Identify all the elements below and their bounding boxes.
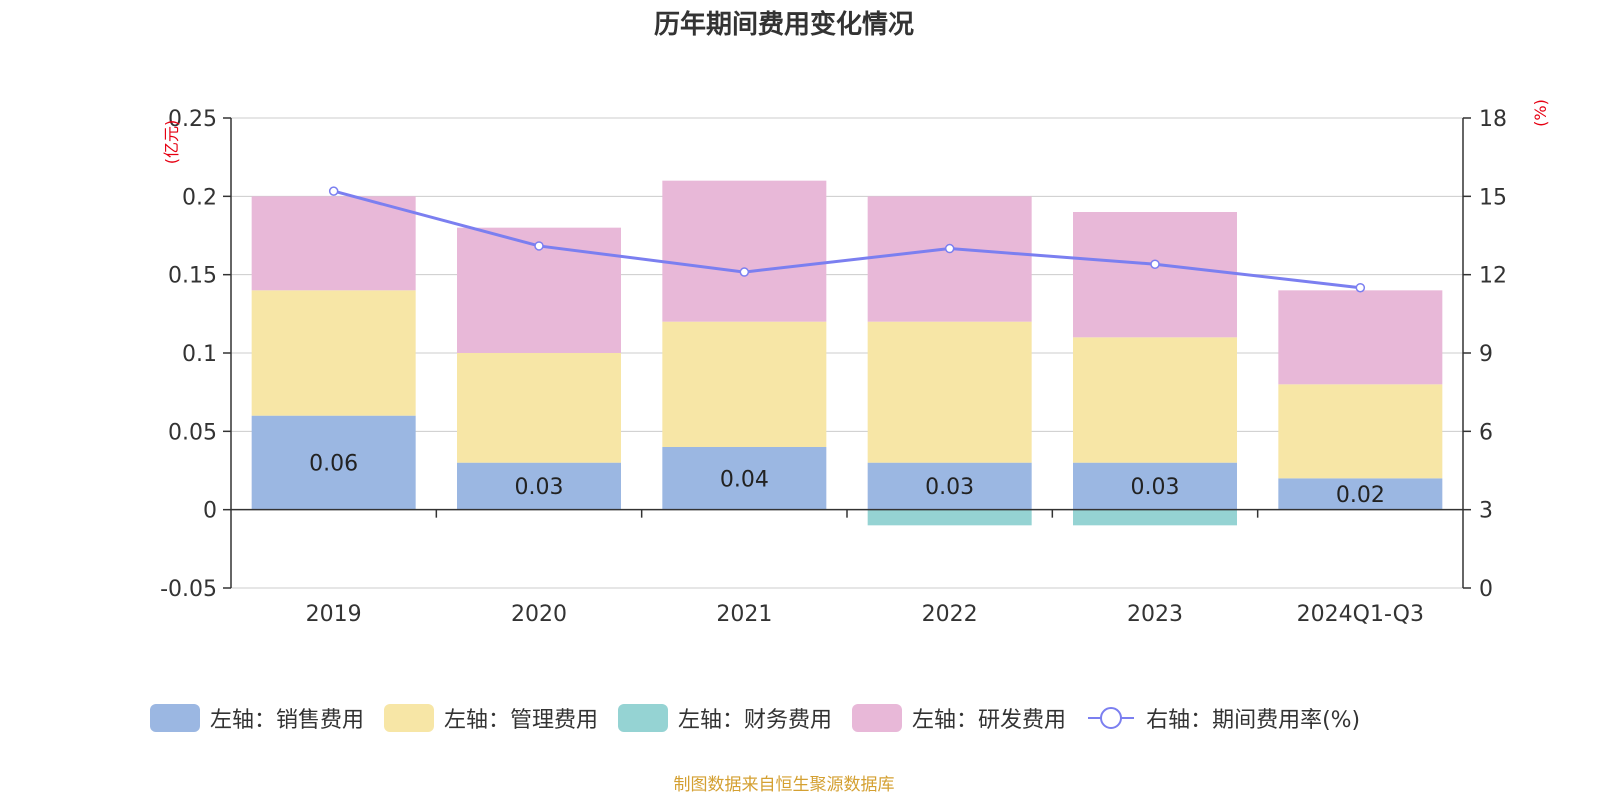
- bar-segment: [1073, 462, 1237, 510]
- legend-swatch: [852, 704, 903, 732]
- bar-segment: [251, 290, 416, 416]
- x-category-label: 2024Q1-Q3: [1297, 602, 1424, 627]
- bar-segment: [867, 462, 1032, 510]
- bar-segment: [1278, 384, 1443, 479]
- legend-swatch: [618, 704, 669, 732]
- rate-point: [944, 243, 955, 254]
- rate-line: [333, 189, 1361, 290]
- right-tick-label: 6: [1479, 420, 1493, 445]
- legend-line-marker-icon: [1086, 704, 1136, 732]
- right-tick-label: 12: [1479, 264, 1507, 289]
- bar-segment: [457, 353, 621, 463]
- right-tick-label: 18: [1479, 107, 1507, 132]
- rate-point: [739, 267, 750, 277]
- bar-data-label: 0.03: [515, 475, 564, 500]
- labels-layer: 2019 2020 2021 2022 2023 2024Q1-Q3 0.06 0.03 0.0…: [306, 452, 1424, 627]
- legend-item[interactable]: 左轴：财务费用: [618, 702, 832, 734]
- legend-label: 右轴：期间费用率(%): [1146, 708, 1361, 733]
- legend-label: 左轴：财务费用: [678, 708, 833, 733]
- left-tick-label: 0: [203, 499, 217, 524]
- legend-label: 左轴：销售费用: [210, 708, 365, 733]
- rate-point: [534, 241, 544, 251]
- bar-segment: [1073, 337, 1237, 463]
- axes-layer: -0.05 0 0.05 0.1 0.15 0.2 0.25 0 3 6 9 12 15 18 (亿元) (%…: [160, 99, 1550, 602]
- left-tick-label: 0.2: [182, 185, 217, 210]
- bar-segment: [251, 415, 416, 510]
- x-category-label: 2021: [716, 602, 772, 627]
- right-tick-label: 15: [1479, 185, 1507, 210]
- bar-segment: [662, 321, 827, 447]
- right-tick-label: 0: [1479, 577, 1493, 602]
- x-category-label: 2022: [922, 602, 978, 627]
- left-tick-label: 0.1: [182, 342, 217, 367]
- bar-data-label: 0.03: [925, 475, 974, 500]
- bar-segment: [457, 462, 621, 510]
- chart-title: 历年期间费用变化情况: [653, 10, 914, 40]
- legend: 左轴：销售费用 左轴：管理费用 左轴：财务费用 左轴：研发费用 右轴：期间费用率(%): [150, 702, 1380, 734]
- x-category-label: 2023: [1127, 602, 1183, 627]
- legend-swatch: [384, 704, 435, 732]
- right-axis-unit: (%): [1531, 99, 1550, 127]
- left-axis-unit: (亿元): [162, 120, 181, 165]
- grid-layer: [231, 117, 1463, 589]
- legend-item[interactable]: 右轴：期间费用率(%): [1086, 702, 1360, 734]
- bar-segment: [867, 321, 1032, 463]
- legend-item[interactable]: 左轴：研发费用: [852, 702, 1066, 734]
- rate-point: [1355, 282, 1366, 293]
- legend-label: 左轴：研发费用: [912, 708, 1067, 733]
- rate-point: [1150, 259, 1160, 269]
- legend-item[interactable]: 左轴：管理费用: [384, 702, 598, 734]
- right-tick-label: 9: [1479, 342, 1493, 367]
- bar-data-label: 0.03: [1131, 475, 1180, 500]
- bars-layer: [251, 180, 1443, 526]
- x-category-label: 2019: [306, 602, 362, 627]
- bar-data-label: 0.06: [309, 452, 358, 477]
- left-tick-label: 0.05: [168, 420, 217, 445]
- bar-segment: [1278, 290, 1443, 385]
- source-note: 制图数据来自恒生聚源数据库: [673, 775, 895, 795]
- bar-segment: [1278, 478, 1443, 510]
- bar-segment: [1073, 212, 1237, 338]
- bar-data-label: 0.04: [720, 467, 769, 492]
- bar-data-label: 0.02: [1336, 483, 1385, 508]
- bar-segment: [662, 180, 827, 322]
- rate-point: [328, 186, 339, 196]
- legend-swatch: [150, 704, 200, 732]
- x-category-label: 2020: [511, 602, 567, 627]
- right-tick-label: 3: [1479, 499, 1493, 524]
- bar-segment: [662, 447, 827, 510]
- left-tick-label: 0.25: [168, 107, 217, 132]
- bar-segment: [867, 196, 1032, 322]
- left-tick-label: -0.05: [160, 577, 217, 602]
- left-tick-label: 0.15: [168, 264, 217, 289]
- bar-segment: [251, 196, 416, 291]
- legend-item[interactable]: 左轴：销售费用: [150, 702, 364, 734]
- line-layer: [328, 186, 1366, 293]
- bar-segment: [867, 509, 1032, 526]
- bar-segment: [1073, 509, 1237, 526]
- legend-label: 左轴：管理费用: [444, 708, 599, 733]
